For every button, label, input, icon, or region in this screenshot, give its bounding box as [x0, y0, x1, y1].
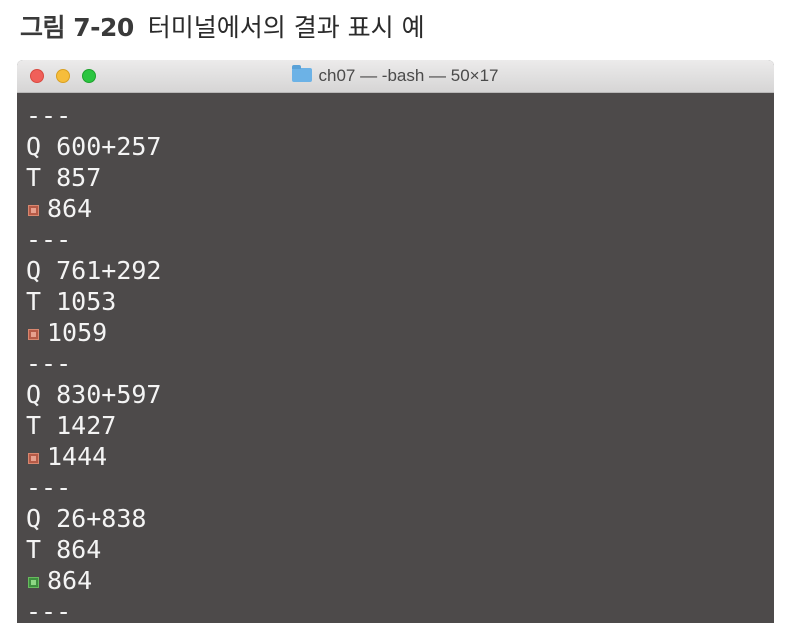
wrong-mark-icon — [28, 329, 39, 340]
guess-value: 1444 — [47, 442, 108, 471]
terminal-line: T 1053 — [26, 286, 774, 317]
terminal-line: --- — [26, 348, 774, 379]
terminal-line: Q 26+838 — [26, 503, 774, 534]
figure-caption-text: 터미널에서의 결과 표시 예 — [147, 13, 425, 42]
question-value: 26+838 — [56, 504, 147, 533]
terminal-line: --- — [26, 472, 774, 503]
guess-value: 864 — [47, 566, 93, 595]
truth-prefix: T — [26, 411, 42, 440]
folder-icon — [292, 65, 313, 82]
question-value: 761+292 — [56, 256, 162, 285]
question-prefix: Q — [26, 380, 42, 409]
separator-text: --- — [26, 473, 72, 502]
truth-value: 1053 — [56, 287, 117, 316]
minimize-button[interactable] — [56, 69, 70, 83]
window-title: ch07 — -bash — 50×17 — [17, 60, 774, 92]
terminal-line: --- — [26, 596, 774, 623]
truth-prefix: T — [26, 287, 42, 316]
wrong-mark-icon — [28, 205, 39, 216]
truth-prefix: T — [26, 163, 42, 192]
separator-text: --- — [26, 597, 72, 623]
truth-value: 864 — [56, 535, 102, 564]
separator-text: --- — [26, 101, 72, 130]
question-value: 830+597 — [56, 380, 162, 409]
separator-text: --- — [26, 349, 72, 378]
truth-value: 1427 — [56, 411, 117, 440]
right-mark-icon — [28, 577, 39, 588]
close-button[interactable] — [30, 69, 44, 83]
terminal-line: T 1427 — [26, 410, 774, 441]
separator-text: --- — [26, 225, 72, 254]
window-titlebar[interactable]: ch07 — -bash — 50×17 — [17, 60, 774, 93]
terminal-line: Q 761+292 — [26, 255, 774, 286]
question-prefix: Q — [26, 256, 42, 285]
terminal-line: --- — [26, 100, 774, 131]
terminal-window: ch07 — -bash — 50×17 --- Q 600+257 T 857 86… — [17, 60, 774, 623]
terminal-output[interactable]: --- Q 600+257 T 857 864 --- Q 761+292 T 1053 10… — [26, 100, 774, 623]
window-title-text: ch07 — -bash — 50×17 — [318, 66, 499, 85]
terminal-line: T 864 — [26, 534, 774, 565]
truth-value: 857 — [56, 163, 102, 192]
truth-prefix: T — [26, 535, 42, 564]
guess-value: 1059 — [47, 318, 108, 347]
figure-number: 그림 7-20 — [20, 13, 134, 42]
question-prefix: Q — [26, 504, 42, 533]
zoom-button[interactable] — [82, 69, 96, 83]
terminal-line: 864 — [26, 193, 774, 224]
terminal-line: 1059 — [26, 317, 774, 348]
terminal-line: Q 600+257 — [26, 131, 774, 162]
wrong-mark-icon — [28, 453, 39, 464]
terminal-line: T 857 — [26, 162, 774, 193]
figure-caption: 그림 7-20 터미널에서의 결과 표시 예 — [20, 10, 425, 46]
terminal-line: --- — [26, 224, 774, 255]
question-value: 600+257 — [56, 132, 162, 161]
question-prefix: Q — [26, 132, 42, 161]
terminal-line: Q 830+597 — [26, 379, 774, 410]
terminal-line: 1444 — [26, 441, 774, 472]
guess-value: 864 — [47, 194, 93, 223]
terminal-line: 864 — [26, 565, 774, 596]
